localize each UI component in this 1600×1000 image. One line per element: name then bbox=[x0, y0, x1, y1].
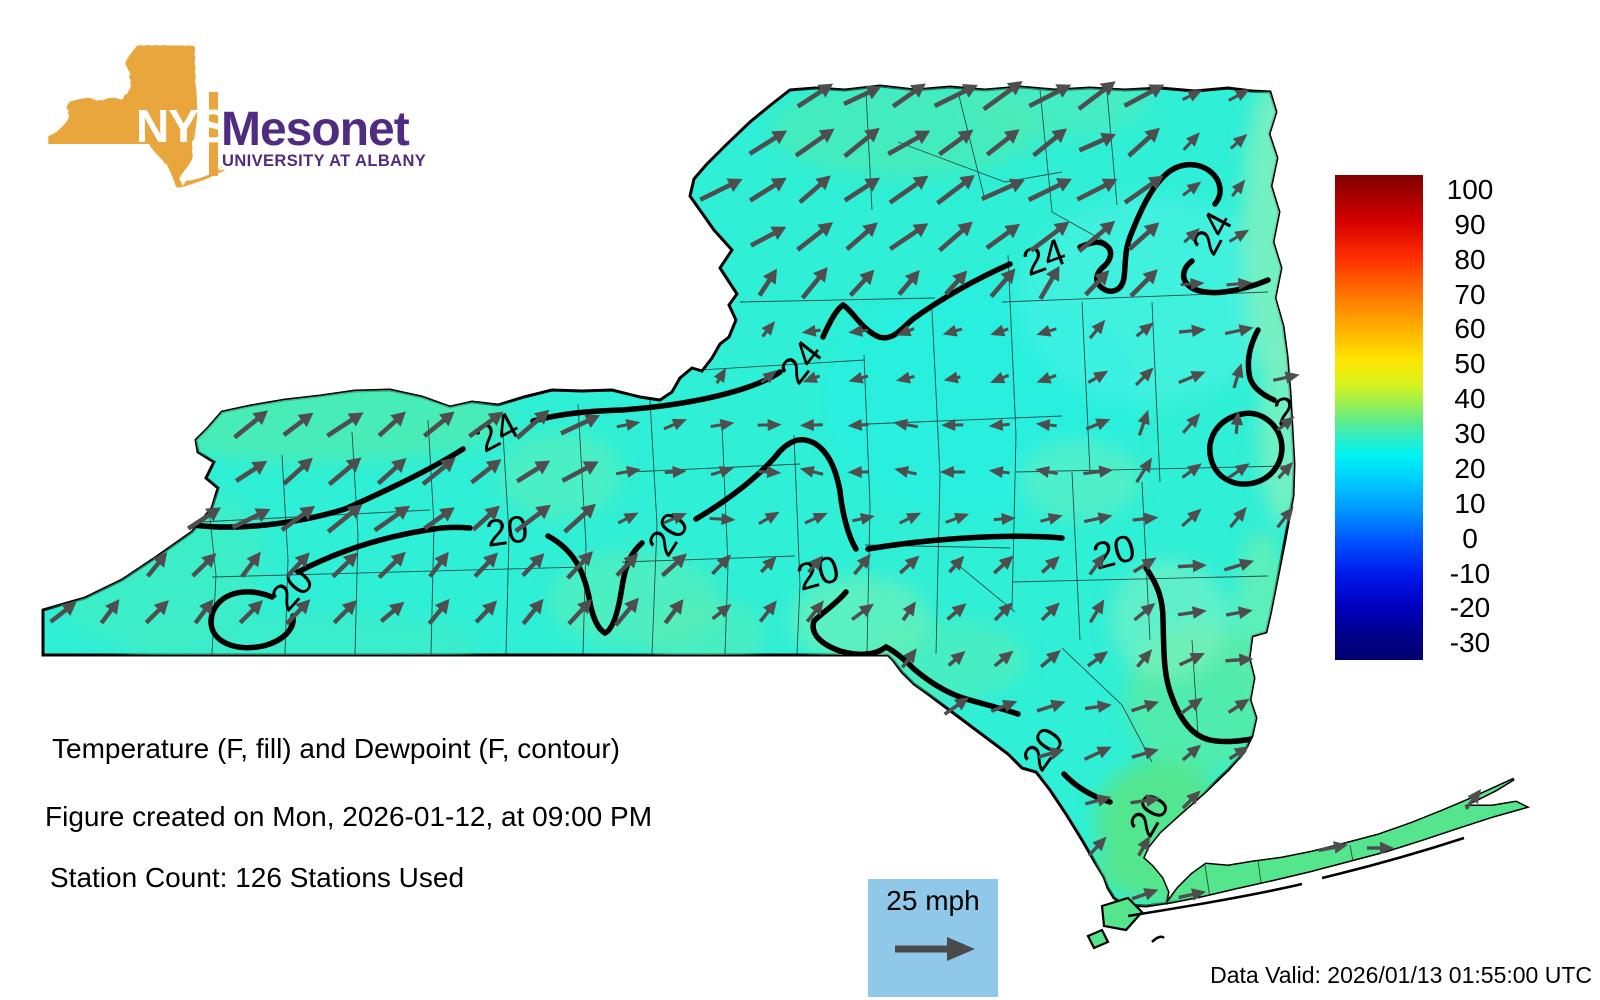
colorbar-tick: 10 bbox=[1454, 487, 1486, 519]
colorbar-tick: 30 bbox=[1454, 418, 1486, 450]
logo-university-text: UNIVERSITY AT ALBANY bbox=[222, 152, 426, 170]
colorbar-tick: 90 bbox=[1454, 208, 1486, 240]
wind-arrows bbox=[49, 81, 1482, 901]
logo-separator-bar bbox=[209, 92, 218, 176]
barrier-islands bbox=[1127, 836, 1465, 943]
wind-arrow-icon bbox=[895, 937, 975, 961]
colorbar-tick: 50 bbox=[1454, 348, 1486, 380]
colorbar-tick: 70 bbox=[1454, 278, 1486, 310]
colorbar-tick: 60 bbox=[1454, 313, 1486, 345]
ny-state-outline bbox=[41, 84, 1528, 908]
colorbar-tick: 40 bbox=[1454, 383, 1486, 415]
nyc-islands bbox=[1086, 896, 1144, 950]
colorbar-tick: 80 bbox=[1454, 243, 1486, 275]
colorbar-tick: 20 bbox=[1454, 452, 1486, 484]
colorbar-ticks: 100 90 80 70 60 50 40 30 20 10 0 -10 -20 -30 bbox=[1432, 175, 1508, 660]
figure-created-text: Figure created on Mon, 2026-01-12, at 09… bbox=[45, 801, 653, 832]
station-count-text: Station Count: 126 Stations Used bbox=[50, 862, 465, 893]
colorbar-gradient bbox=[1335, 175, 1423, 660]
figure-title: Temperature (F, fill) and Dewpoint (F, c… bbox=[52, 733, 620, 764]
colorbar-tick: -10 bbox=[1449, 557, 1491, 589]
wind-speed-label: 25 mph bbox=[886, 885, 980, 916]
wind-speed-legend: 25 mph bbox=[868, 879, 998, 997]
colorbar-tick: -30 bbox=[1449, 627, 1491, 659]
colorbar-tick: 100 bbox=[1446, 174, 1494, 205]
colorbar-tick: 0 bbox=[1462, 522, 1478, 554]
mesonet-logo: NYS Mesonet UNIVERSITY AT ALBANY bbox=[48, 44, 426, 188]
logo-nys-text: NYS bbox=[136, 100, 228, 152]
logo-mesonet-text: Mesonet bbox=[221, 103, 410, 156]
data-valid-timestamp: Data Valid: 2026/01/13 01:55:00 UTC bbox=[1210, 962, 1592, 988]
colorbar-tick: -20 bbox=[1449, 592, 1491, 624]
